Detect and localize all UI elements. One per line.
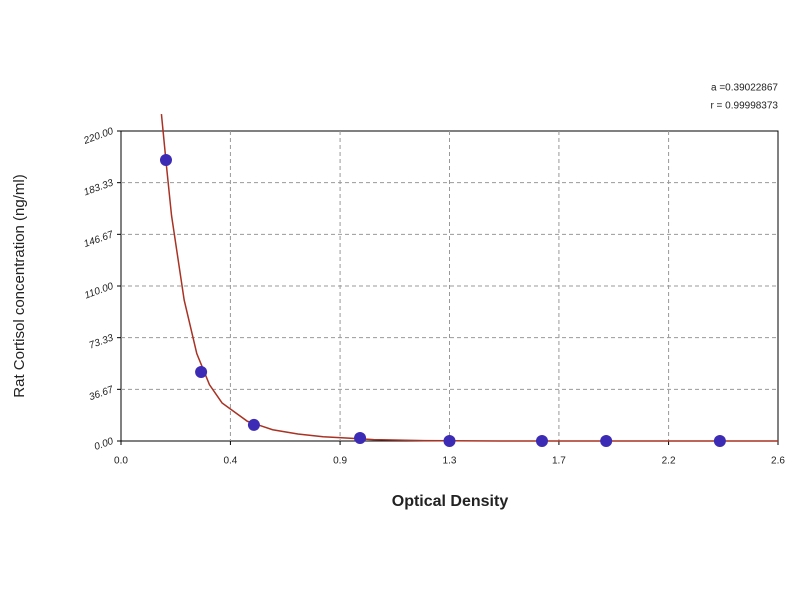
x-tick-label: 1.3: [443, 456, 457, 467]
x-axis-title: Optical Density: [392, 493, 509, 510]
data-point: [535, 435, 548, 447]
data-point: [713, 435, 726, 447]
data-point: [600, 435, 613, 447]
y-tick-label: 0.00: [93, 436, 115, 453]
data-point: [354, 432, 367, 445]
data-point: [247, 418, 260, 431]
data-point: [195, 365, 208, 378]
y-axis-title: Rat Cortisol concentration (ng/ml): [11, 174, 28, 397]
y-tick-label: 146.67: [82, 229, 115, 250]
y-tick-label: 36.67: [88, 384, 116, 403]
annotation: a =0.39022867: [711, 83, 778, 94]
annotation: r = 0.99998373: [710, 101, 778, 112]
y-tick-label: 220.00: [81, 126, 115, 147]
y-tick-label: 110.00: [83, 281, 115, 302]
y-tick-label: 183.33: [82, 177, 115, 198]
x-tick-label: 0.4: [223, 456, 237, 467]
x-tick-label: 2.2: [662, 456, 676, 467]
data-point: [443, 435, 456, 447]
x-tick-label: 1.7: [552, 456, 566, 467]
fit-curve: [160, 114, 778, 442]
y-tick-label: 73.33: [88, 332, 116, 351]
x-tick-label: 2.6: [771, 456, 785, 467]
x-tick-label: 0.9: [333, 456, 347, 467]
x-tick-label: 0.0: [114, 456, 128, 467]
data-point: [159, 154, 172, 167]
